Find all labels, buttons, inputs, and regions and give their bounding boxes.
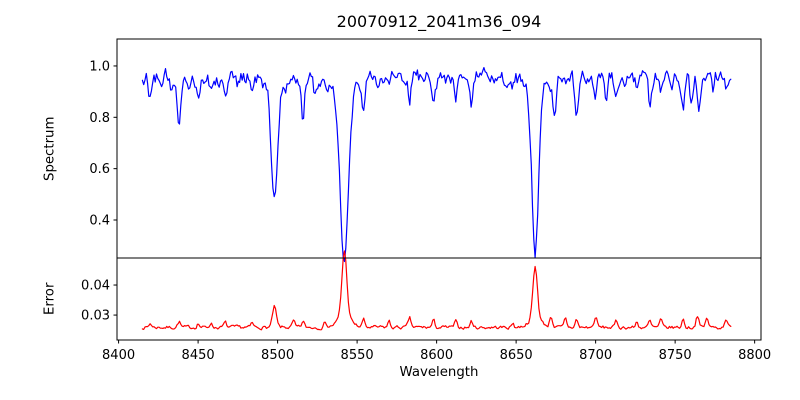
x-tick-label: 8600 [420, 348, 453, 363]
x-tick-label: 8800 [738, 348, 771, 363]
y-tick-label: 1.0 [89, 59, 110, 74]
error-line [141, 250, 732, 331]
x-tick-label: 8500 [261, 348, 294, 363]
x-tick-label: 8550 [341, 348, 374, 363]
spectrum-panel-border [116, 38, 762, 259]
y-tick-label: 0.4 [89, 214, 110, 229]
x-tick-label: 8400 [102, 348, 135, 363]
y-tick-label: 0.04 [81, 279, 110, 294]
x-tick-label: 8650 [500, 348, 533, 363]
y-tick-label: 0.8 [89, 111, 110, 126]
x-tick-label: 8700 [579, 348, 612, 363]
wavelength-axis-label: Wavelength [399, 365, 479, 380]
y-tick-label: 0.6 [89, 162, 110, 177]
x-tick-label: 8750 [659, 348, 692, 363]
plot-title: 20070912_2041m36_094 [336, 12, 542, 31]
x-tick-label: 8450 [182, 348, 215, 363]
error-panel-border [116, 257, 762, 341]
spectrum-line [141, 66, 732, 263]
y-tick-label: 0.03 [81, 309, 110, 324]
